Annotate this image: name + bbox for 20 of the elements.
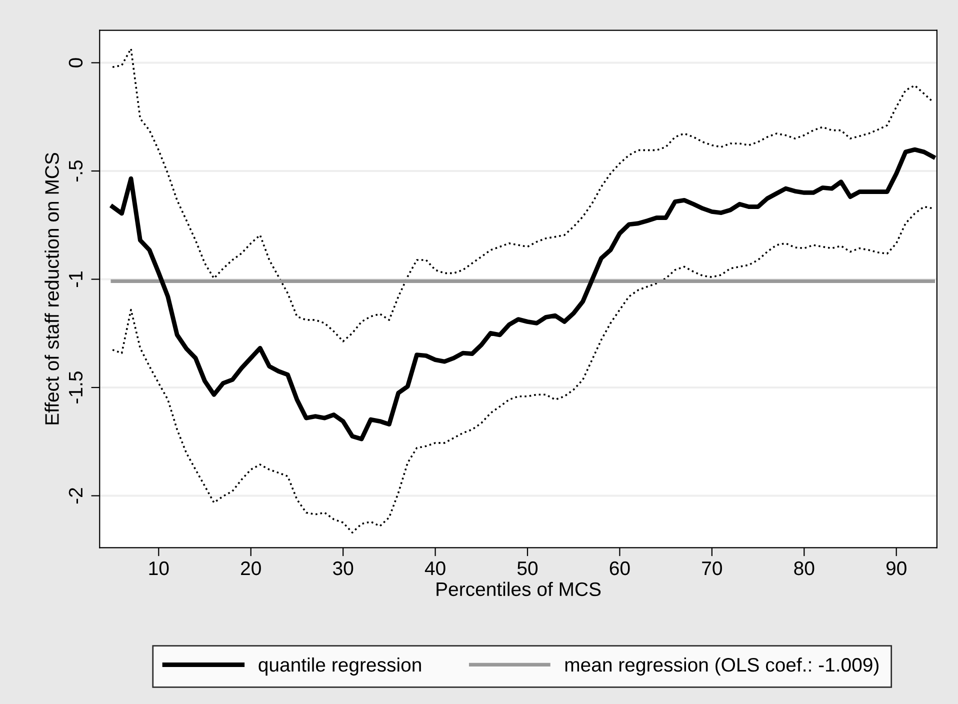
x-tick-label: 80: [794, 561, 814, 576]
line-series: [112, 48, 934, 342]
x-tick-label: 40: [424, 561, 446, 576]
y-tick-label: -.5: [69, 160, 83, 182]
y-tick-label: -1: [69, 272, 82, 288]
x-tick-label: 30: [333, 561, 354, 576]
y-tick-label: -1.5: [69, 372, 83, 404]
legend-label: quantile regression: [258, 657, 421, 676]
line-series: [112, 206, 934, 534]
x-tick-label: 50: [517, 561, 538, 576]
x-tick-label: 10: [149, 561, 169, 576]
y-axis-title: Effect of staff reduction on MCS: [44, 152, 59, 424]
y-tick-label: 0: [68, 58, 83, 68]
x-tick-label: 70: [702, 561, 722, 576]
legend-label: mean regression (OLS coef.: -1.009): [565, 657, 878, 676]
x-tick-label: 60: [610, 561, 630, 576]
x-tick-label: 20: [241, 561, 261, 576]
x-axis-title: Percentiles of MCS: [436, 582, 601, 596]
x-tick-label: 90: [886, 561, 906, 576]
y-tick-label: -2: [68, 488, 82, 504]
